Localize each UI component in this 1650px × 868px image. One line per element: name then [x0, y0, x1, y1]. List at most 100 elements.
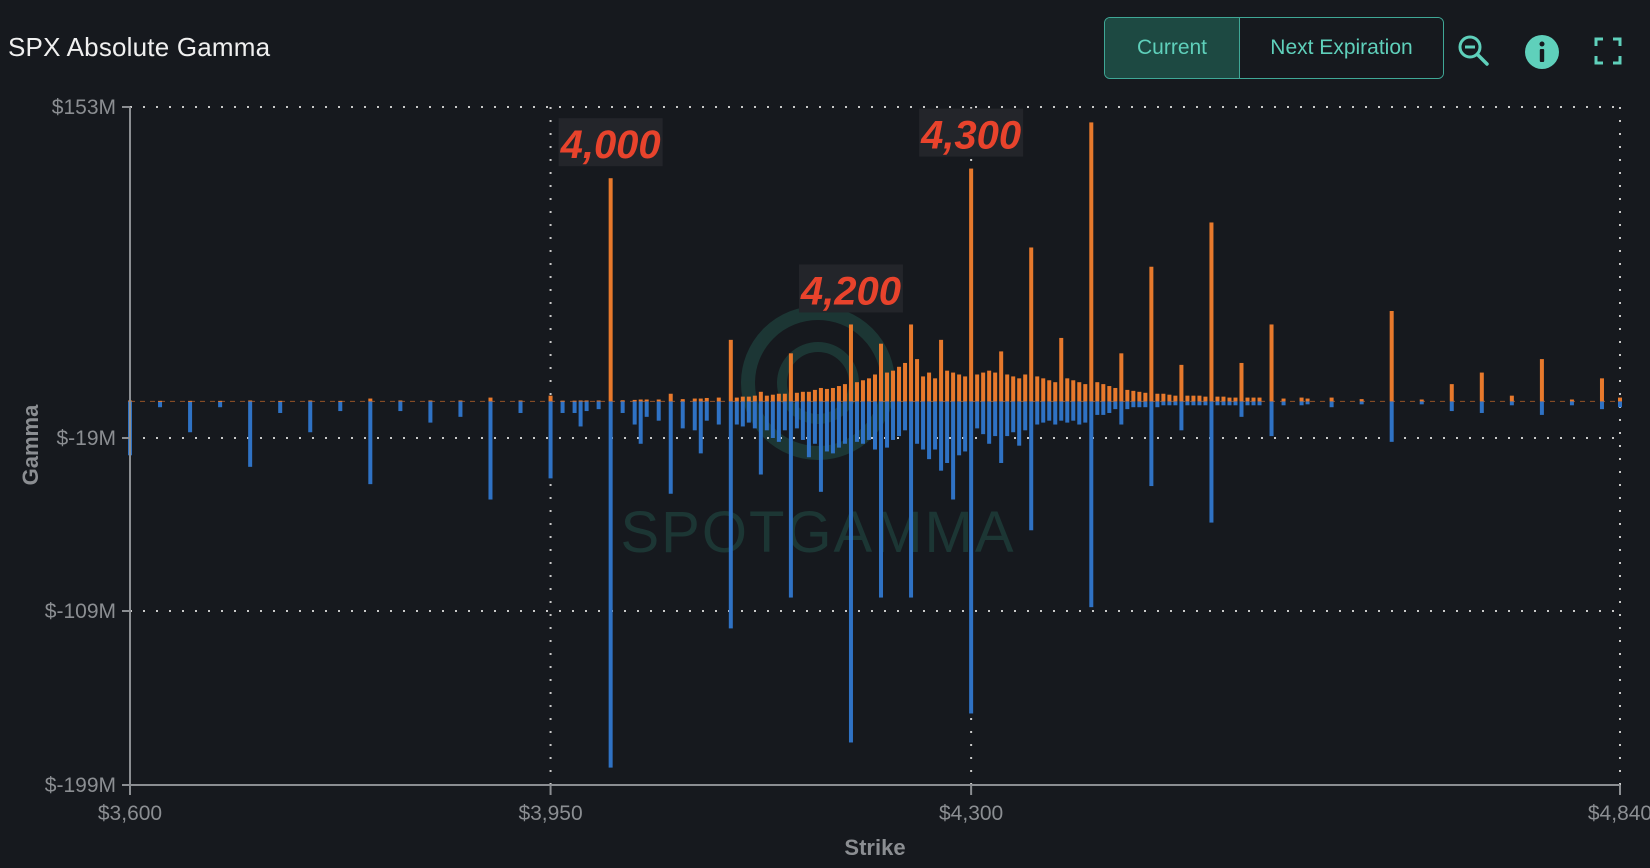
- call-gamma-bar: [1197, 395, 1202, 402]
- call-gamma-bar: [1047, 380, 1052, 402]
- call-gamma-bar: [873, 374, 877, 402]
- call-gamma-bar: [806, 391, 811, 402]
- call-gamma-bar: [1221, 396, 1226, 402]
- call-gamma-bar: [1479, 372, 1484, 402]
- put-gamma-bar: [1029, 401, 1034, 531]
- call-gamma-bar: [398, 400, 403, 402]
- call-gamma-bar: [1005, 374, 1010, 402]
- put-gamma-bar: [1077, 401, 1082, 425]
- call-gamma-bar: [1359, 399, 1364, 402]
- call-gamma-bar: [428, 400, 433, 402]
- call-gamma-bar: [278, 400, 283, 402]
- call-gamma-bar: [644, 399, 649, 402]
- next-expiration-button[interactable]: Next Expiration: [1240, 18, 1443, 78]
- put-gamma-bar: [1185, 401, 1190, 406]
- call-gamma-bar: [1389, 310, 1394, 402]
- put-gamma-bar: [1017, 401, 1022, 446]
- put-gamma-bar: [518, 401, 523, 413]
- call-gamma-bar: [158, 400, 163, 402]
- put-gamma-bar: [458, 401, 463, 417]
- call-gamma-bar: [1065, 378, 1070, 402]
- put-gamma-bar: [848, 401, 853, 743]
- call-gamma-bar: [1251, 397, 1256, 402]
- put-gamma-bar: [278, 401, 283, 413]
- call-gamma-bar: [608, 178, 613, 402]
- put-gamma-bar: [885, 401, 890, 448]
- current-button[interactable]: Current: [1105, 18, 1240, 78]
- put-gamma-bar: [854, 401, 859, 442]
- call-gamma-bar: [680, 399, 685, 402]
- call-gamma-bar: [999, 351, 1004, 402]
- call-gamma-bar: [848, 324, 853, 402]
- put-gamma-bar: [927, 401, 932, 460]
- put-gamma-bar: [1215, 401, 1220, 406]
- put-gamma-bar: [638, 401, 643, 444]
- put-gamma-bar: [1059, 401, 1064, 421]
- strike-annotations: 4,000 4,200 4,300: [558, 108, 1024, 313]
- call-gamma-bar: [866, 378, 871, 402]
- put-gamma-bar: [860, 401, 865, 444]
- put-gamma-bar: [891, 401, 896, 440]
- call-gamma-bar: [903, 362, 908, 402]
- call-gamma-bar: [308, 400, 313, 402]
- put-gamma-bar: [752, 401, 757, 429]
- put-gamma-bar: [939, 401, 944, 471]
- call-gamma-bar: [578, 400, 583, 402]
- put-gamma-bar: [1047, 401, 1052, 421]
- put-gamma-bar: [806, 401, 811, 458]
- put-gamma-bar: [770, 401, 775, 438]
- put-gamma-bar: [1161, 401, 1166, 406]
- put-gamma-bar: [1155, 401, 1160, 408]
- put-gamma-bar: [866, 401, 871, 440]
- put-gamma-bar: [1245, 401, 1250, 406]
- call-gamma-bar: [1053, 382, 1058, 402]
- put-gamma-bar: [836, 401, 841, 448]
- put-gamma-bar: [993, 401, 998, 437]
- call-gamma-bar: [560, 400, 565, 402]
- put-gamma-bar: [368, 401, 373, 485]
- put-gamma-bar: [794, 401, 799, 429]
- put-gamma-bar: [338, 401, 343, 412]
- call-gamma-bar: [1618, 397, 1622, 402]
- put-gamma-bar: [1569, 401, 1574, 406]
- call-gamma-bar: [969, 168, 974, 402]
- call-gamma-bar: [728, 339, 733, 402]
- put-gamma-bar: [1269, 401, 1274, 437]
- put-gamma-bar: [1023, 401, 1028, 431]
- call-gamma-bar: [788, 353, 793, 402]
- call-gamma-bar: [518, 400, 523, 402]
- zoom-out-icon[interactable]: [1457, 34, 1491, 73]
- put-gamma-bar: [1359, 401, 1364, 405]
- put-gamma-bar: [1281, 401, 1286, 406]
- fullscreen-icon[interactable]: [1594, 37, 1622, 70]
- call-gamma-bar: [981, 372, 986, 402]
- call-gamma-bar: [794, 392, 799, 402]
- put-gamma-bar: [572, 401, 577, 413]
- call-gamma-bar: [656, 399, 661, 402]
- call-gamma-bar: [584, 400, 589, 402]
- put-gamma-bar: [488, 401, 493, 500]
- call-gamma-bar: [1161, 393, 1166, 402]
- call-gamma-bar: [836, 386, 841, 402]
- put-gamma-bar: [758, 401, 763, 475]
- annotation-box: [919, 108, 1024, 157]
- put-gamma-bar: [1053, 401, 1058, 425]
- put-gamma-bar: [668, 401, 673, 494]
- put-gamma-bar: [248, 401, 253, 467]
- put-gamma-bar: [428, 401, 433, 423]
- info-icon[interactable]: [1524, 34, 1560, 75]
- put-gamma-bar: [716, 401, 721, 425]
- call-gamma-bar: [1137, 391, 1142, 402]
- put-gamma-bar: [1131, 401, 1136, 408]
- call-gamma-bar: [1095, 382, 1100, 402]
- put-gamma-bar: [1089, 401, 1094, 608]
- call-gamma-bar: [740, 396, 745, 402]
- put-gamma-bar: [873, 401, 877, 450]
- put-gamma-bar: [680, 401, 685, 429]
- put-gamma-bar: [1599, 401, 1604, 410]
- call-gamma-bar: [1599, 378, 1604, 402]
- put-gamma-bar: [1479, 401, 1484, 413]
- put-gamma-bar: [704, 401, 709, 421]
- call-gamma-bar: [1155, 393, 1160, 402]
- put-gamma-bar: [1179, 401, 1184, 431]
